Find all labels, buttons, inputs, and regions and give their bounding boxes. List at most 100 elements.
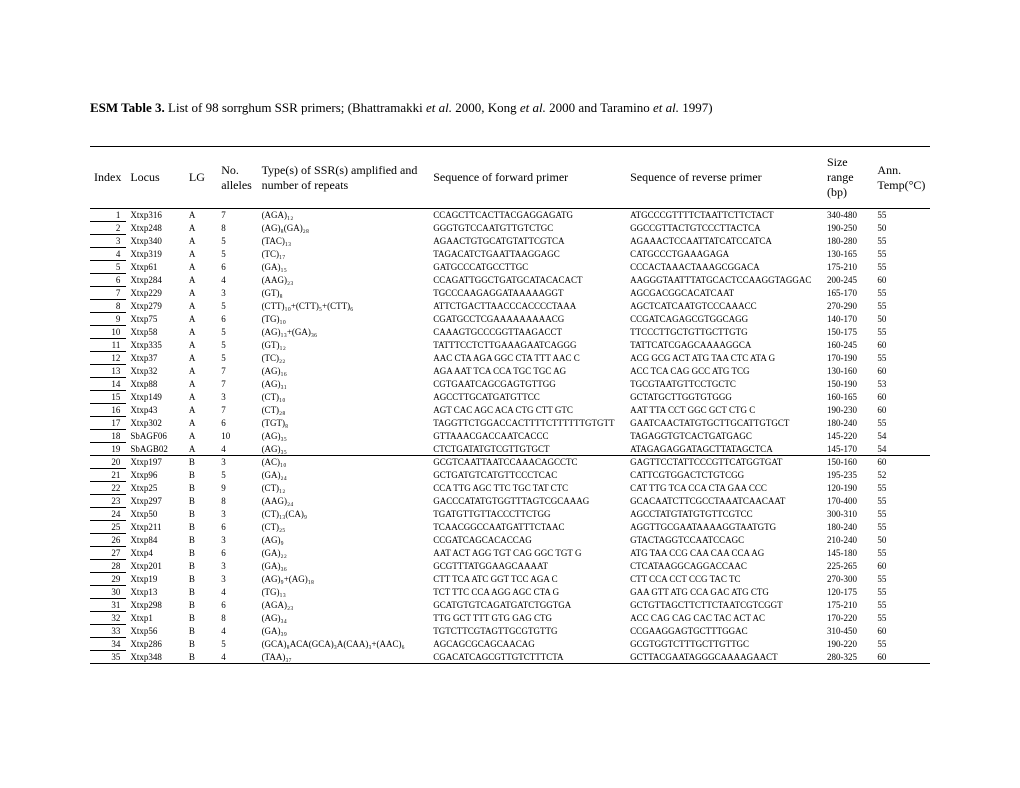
title-prefix: ESM Table 3. (90, 100, 165, 115)
cell-index: 17 (90, 417, 126, 430)
cell-temp: 55 (873, 326, 930, 339)
title-part-2: 2000, Kong (452, 100, 520, 115)
cell-type: (AG)₁₆ (258, 365, 430, 378)
primer-table: Index Locus LG No. alleles Type(s) of SS… (90, 146, 930, 664)
cell-type: (AG)₃₁ (258, 378, 430, 391)
table-row: 17Xtxp302A6(TGT)₈TAGGTTCTGGACCACTTTTCTTT… (90, 417, 930, 430)
cell-locus: Xtxp37 (126, 352, 185, 365)
cell-temp: 55 (873, 495, 930, 508)
cell-temp: 55 (873, 599, 930, 612)
table-row: 16Xtxp43A7(CT)₂₈AGT CAC AGC ACA CTG CTT … (90, 404, 930, 417)
title-italic-3: et al. (653, 100, 679, 115)
cell-lg: A (185, 287, 217, 300)
cell-locus: Xtxp43 (126, 404, 185, 417)
cell-index: 25 (90, 521, 126, 534)
cell-alleles: 3 (217, 573, 257, 586)
cell-size: 170-190 (823, 352, 873, 365)
cell-fwd: AGT CAC AGC ACA CTG CTT GTC (429, 404, 626, 417)
table-row: 7Xtxp229A3(GT)₈TGCCCAAGAGGATAAAAAGGTAGCG… (90, 287, 930, 300)
cell-lg: A (185, 443, 217, 456)
cell-fwd: GGGTGTCCAATGTTGTCTGC (429, 222, 626, 235)
cell-fwd: GATGCCCATGCCTTGC (429, 261, 626, 274)
cell-rev: GAGTTCCTATTCCCGTTCATGGTGAT (626, 456, 823, 469)
cell-lg: B (185, 560, 217, 573)
table-row: 32Xtxp1B8(AG)₃₄TTG GCT TTT GTG GAG CTGAC… (90, 612, 930, 625)
cell-locus: Xtxp286 (126, 638, 185, 651)
cell-alleles: 7 (217, 209, 257, 222)
cell-lg: B (185, 456, 217, 469)
cell-index: 19 (90, 443, 126, 456)
cell-type: (AAG)₂₄ (258, 495, 430, 508)
cell-rev: CTT CCA CCT CCG TAC TC (626, 573, 823, 586)
table-row: 25Xtxp211B6(CT)₂₅TCAACGGCCAATGATTTCTAACA… (90, 521, 930, 534)
cell-fwd: CCA TTG AGC TTC TGC TAT CTC (429, 482, 626, 495)
cell-lg: B (185, 612, 217, 625)
table-row: 35Xtxp348B4(TAA)₃₇CGACATCAGCGTTGTCTTTCTA… (90, 651, 930, 664)
cell-rev: ACC TCA CAG GCC ATG TCG (626, 365, 823, 378)
table-row: 12Xtxp37A5(TC)₂₂AAC CTA AGA GGC CTA TTT … (90, 352, 930, 365)
cell-rev: AGCCTATGTATGTGTTCGTCC (626, 508, 823, 521)
cell-fwd: ATTCTGACTTAACCCACCCCTAAA (429, 300, 626, 313)
hdr-type: Type(s) of SSR(s) amplified and number o… (258, 147, 430, 209)
cell-fwd: GCGTCAATTAATCCAAACAGCCTC (429, 456, 626, 469)
cell-lg: B (185, 508, 217, 521)
cell-index: 23 (90, 495, 126, 508)
cell-fwd: TAGACATCTGAATTAAGGAGC (429, 248, 626, 261)
cell-index: 15 (90, 391, 126, 404)
cell-rev: CCGATCAGAGCGTGGCAGG (626, 313, 823, 326)
hdr-locus: Locus (126, 147, 185, 209)
title-part-3: 2000 and Taramino (546, 100, 653, 115)
table-row: 24Xtxp50B3(CT)₁₃(CA)₉TGATGTTGTTACCCTTCTG… (90, 508, 930, 521)
cell-fwd: TGTCTTCGTAGTTGCGTGTTG (429, 625, 626, 638)
table-row: 27Xtxp4B6(GA)₂₂AAT ACT AGG TGT CAG GGC T… (90, 547, 930, 560)
cell-alleles: 10 (217, 430, 257, 443)
cell-alleles: 3 (217, 287, 257, 300)
cell-locus: Xtxp13 (126, 586, 185, 599)
cell-alleles: 4 (217, 443, 257, 456)
cell-index: 4 (90, 248, 126, 261)
cell-index: 5 (90, 261, 126, 274)
cell-lg: B (185, 495, 217, 508)
cell-type: (GA)₃₉ (258, 625, 430, 638)
cell-size: 145-220 (823, 430, 873, 443)
table-row: 9Xtxp75A6(TG)₁₀CGATGCCTCGAAAAAAAAACGCCGA… (90, 313, 930, 326)
cell-rev: AGGTTGCGAATAAAAGGTAATGTG (626, 521, 823, 534)
cell-lg: B (185, 599, 217, 612)
cell-alleles: 7 (217, 404, 257, 417)
cell-type: (AG)₃₅ (258, 430, 430, 443)
table-row: 6Xtxp284A4(AAG)₂₃CCAGATTGGCTGATGCATACACA… (90, 274, 930, 287)
cell-temp: 55 (873, 586, 930, 599)
cell-rev: TATTCATCGAGCAAAAGGCA (626, 339, 823, 352)
table-row: 19SbAGB02A4(AG)₃₅CTCTGATATGTCGTTGTGCTATA… (90, 443, 930, 456)
cell-index: 10 (90, 326, 126, 339)
cell-size: 180-240 (823, 521, 873, 534)
cell-alleles: 8 (217, 495, 257, 508)
cell-locus: Xtxp88 (126, 378, 185, 391)
cell-index: 6 (90, 274, 126, 287)
cell-alleles: 8 (217, 612, 257, 625)
cell-lg: B (185, 638, 217, 651)
cell-type: (AG)₁₃+(GA)₃₆ (258, 326, 430, 339)
cell-lg: A (185, 261, 217, 274)
table-title: ESM Table 3. List of 98 sorrghum SSR pri… (90, 100, 930, 116)
cell-lg: A (185, 326, 217, 339)
cell-index: 33 (90, 625, 126, 638)
cell-fwd: GCTGATGTCATGTTCCCTCAC (429, 469, 626, 482)
cell-locus: Xtxp4 (126, 547, 185, 560)
cell-temp: 55 (873, 352, 930, 365)
cell-alleles: 5 (217, 352, 257, 365)
page: ESM Table 3. List of 98 sorrghum SSR pri… (0, 0, 1020, 684)
cell-temp: 60 (873, 404, 930, 417)
cell-index: 9 (90, 313, 126, 326)
cell-temp: 60 (873, 365, 930, 378)
table-row: 3Xtxp340A5(TAC)₁₃AGAACTGTGCATGTATTCGTCAA… (90, 235, 930, 248)
cell-temp: 55 (873, 547, 930, 560)
cell-index: 13 (90, 365, 126, 378)
cell-fwd: TAGGTTCTGGACCACTTTTCTTTTTTGTGTT (429, 417, 626, 430)
cell-lg: A (185, 430, 217, 443)
cell-temp: 55 (873, 638, 930, 651)
cell-temp: 53 (873, 378, 930, 391)
cell-alleles: 6 (217, 547, 257, 560)
cell-rev: AGCTCATCAATGTCCCAAACC (626, 300, 823, 313)
cell-temp: 60 (873, 651, 930, 664)
